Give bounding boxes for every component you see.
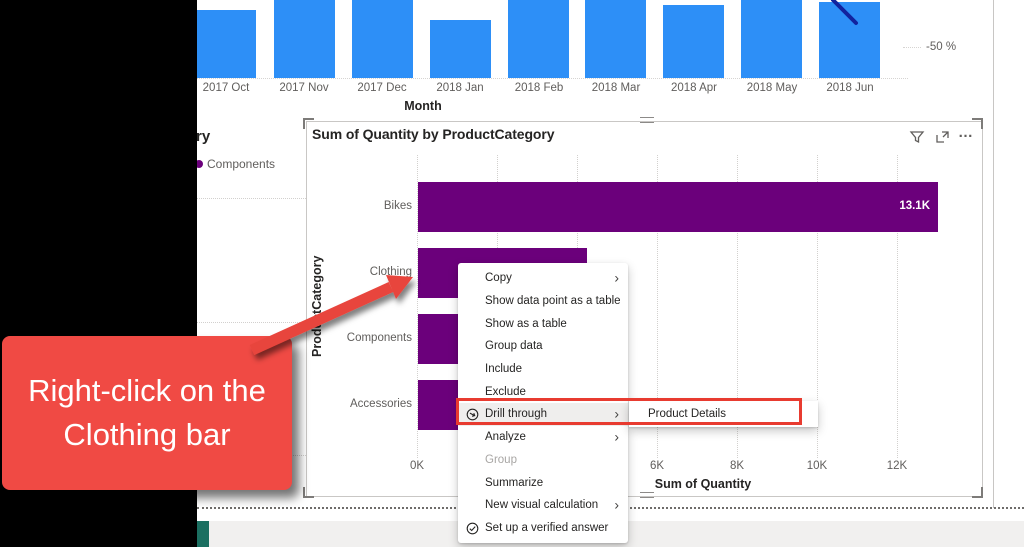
drag-handle-top[interactable] xyxy=(640,117,654,123)
column-bar-2017-dec[interactable] xyxy=(352,0,413,78)
gridline xyxy=(197,322,306,323)
value-axis-title: Sum of Quantity xyxy=(654,477,752,491)
menu-item-analyze[interactable]: Analyze › xyxy=(485,428,619,445)
menu-item-group-disabled: Group xyxy=(485,453,517,466)
bar-bikes[interactable] xyxy=(418,182,938,232)
visual-title: Sum of Quantity by ProductCategory xyxy=(312,126,555,142)
resize-handle-top-right[interactable] xyxy=(972,118,983,129)
month-tick: 2017 Nov xyxy=(279,82,329,94)
submenu-chevron-icon: › xyxy=(614,496,619,513)
month-tick: 2018 Mar xyxy=(591,82,641,94)
menu-item-show-data-point-as-table[interactable]: Show data point as a table xyxy=(485,295,621,308)
month-tick: 2018 Jan xyxy=(436,82,484,94)
left-visual-title-fragment: ry xyxy=(196,128,211,145)
column-chart-axis-line xyxy=(197,78,908,79)
trend-line-segment xyxy=(831,0,858,25)
drag-handle-bottom[interactable] xyxy=(640,492,654,498)
secondary-axis-gridline xyxy=(903,47,921,48)
filter-icon[interactable] xyxy=(908,128,926,146)
gridline xyxy=(657,155,658,458)
menu-item-summarize[interactable]: Summarize xyxy=(485,476,544,489)
focus-mode-icon[interactable] xyxy=(934,128,952,146)
menu-item-exclude[interactable]: Exclude xyxy=(485,385,526,398)
value-tick: 0K xyxy=(409,460,425,472)
category-label-bikes: Bikes xyxy=(383,200,412,212)
callout-text-line1: Right-click on the xyxy=(28,373,266,408)
menu-item-group-data[interactable]: Group data xyxy=(485,340,543,353)
submenu-chevron-icon: › xyxy=(614,269,619,286)
month-tick: 2018 May xyxy=(746,82,798,94)
value-tick: 12K xyxy=(886,460,908,472)
verified-answer-icon xyxy=(466,522,479,534)
secondary-axis-tick: -50 % xyxy=(926,41,957,53)
category-label-accessories: Accessories xyxy=(350,398,412,410)
value-tick: 6K xyxy=(649,460,665,472)
callout-text-line2: Clothing bar xyxy=(63,417,231,452)
gridline xyxy=(197,198,306,199)
data-label-bikes: 13.1K xyxy=(899,200,930,212)
teal-element-fragment xyxy=(197,521,209,547)
submenu-chevron-icon: › xyxy=(614,428,619,445)
drill-through-icon xyxy=(466,408,479,421)
highlight-rectangle-annotation xyxy=(456,398,802,425)
gridline xyxy=(897,155,898,458)
column-bar-2018-feb[interactable] xyxy=(508,0,569,78)
gridline xyxy=(737,155,738,458)
category-label-components: Components xyxy=(346,332,412,344)
instruction-callout: Right-click on the Clothing bar xyxy=(2,336,292,490)
legend-label-components[interactable]: Components xyxy=(207,157,276,171)
value-tick: 10K xyxy=(806,460,828,472)
menu-item-include[interactable]: Include xyxy=(485,363,523,376)
month-tick: 2018 Feb xyxy=(514,82,564,94)
resize-handle-bottom-left[interactable] xyxy=(303,487,314,498)
month-axis-title: Month xyxy=(404,99,442,113)
column-bar-2018-apr[interactable] xyxy=(663,5,724,78)
callout-arrow xyxy=(249,275,413,356)
column-bar-2018-jan[interactable] xyxy=(430,20,491,78)
context-menu: Copy › Show data point as a table Show a… xyxy=(458,263,628,544)
month-tick: 2017 Dec xyxy=(357,82,407,94)
menu-item-copy[interactable]: Copy › xyxy=(485,269,619,286)
menu-item-set-up-verified-answer[interactable]: Set up a verified answer xyxy=(458,517,628,540)
column-bar-2017-oct[interactable] xyxy=(195,10,256,78)
gridline xyxy=(817,155,818,458)
month-tick: 2018 Jun xyxy=(826,82,874,94)
menu-item-show-as-table[interactable]: Show as a table xyxy=(485,317,567,330)
visual-selection-frame[interactable] xyxy=(306,121,983,497)
value-tick: 8K xyxy=(729,460,745,472)
more-options-icon[interactable]: … xyxy=(958,124,973,141)
month-tick: 2017 Oct xyxy=(202,82,250,94)
month-tick: 2018 Apr xyxy=(670,82,718,94)
submenu-chevron-icon: › xyxy=(614,405,619,422)
category-label-clothing: Clothing xyxy=(369,266,412,278)
legend-marker-components xyxy=(195,160,203,168)
column-bar-2018-may[interactable] xyxy=(741,0,802,78)
menu-item-new-visual-calculation[interactable]: New visual calculation › xyxy=(485,496,619,513)
menu-item-drill-through[interactable]: Drill through › xyxy=(458,403,628,426)
column-bar-2017-nov[interactable] xyxy=(274,0,335,78)
gridline xyxy=(417,155,418,458)
resize-handle-bottom-right[interactable] xyxy=(972,487,983,498)
resize-handle-top-left[interactable] xyxy=(303,118,314,129)
column-bar-2018-mar[interactable] xyxy=(585,0,646,78)
canvas-right-edge xyxy=(993,0,994,508)
